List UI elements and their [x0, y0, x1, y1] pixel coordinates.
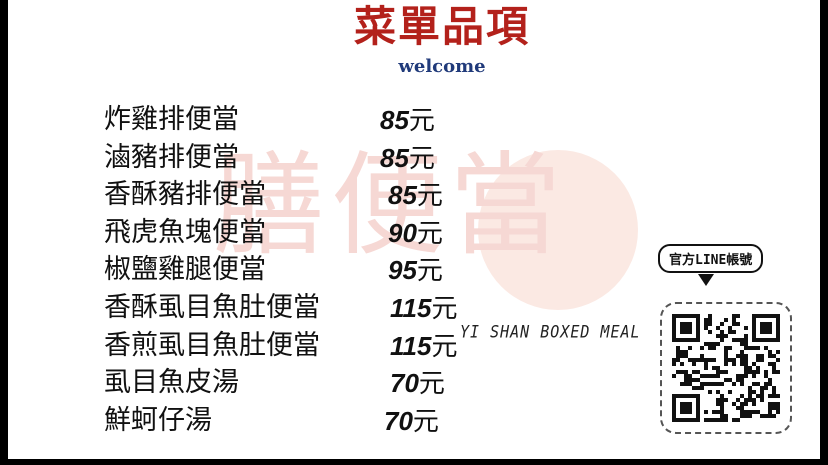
- menu-item-name: 滷豬排便當: [104, 141, 239, 173]
- menu-item-name: 虱目魚皮湯: [104, 367, 239, 399]
- price-value: 95: [388, 255, 417, 286]
- menu-item-price: 70元: [384, 403, 439, 440]
- menu-item-name: 鮮蚵仔湯: [104, 404, 212, 436]
- speech-bubble-tail: [698, 274, 714, 286]
- price-value: 85: [388, 180, 417, 211]
- watermark-english: YI SHAN BOXED MEAL: [460, 321, 641, 343]
- price-value: 115: [390, 292, 432, 323]
- menu-item-price: 115元: [390, 328, 457, 365]
- menu-item-name: 椒鹽雞腿便當: [104, 254, 266, 286]
- price-value: 70: [384, 405, 413, 436]
- menu-item-name: 香煎虱目魚肚便當: [104, 329, 320, 361]
- page-subtitle: welcome: [398, 56, 486, 77]
- menu-item-price: 85元: [380, 102, 435, 139]
- price-unit: 元: [418, 369, 445, 400]
- menu-item-name: 飛虎魚塊便當: [104, 216, 266, 248]
- price-unit: 元: [412, 406, 439, 437]
- menu-item-name: 香酥虱目魚肚便當: [104, 291, 320, 323]
- price-unit: 元: [408, 143, 435, 174]
- price-unit: 元: [416, 218, 443, 249]
- price-unit: 元: [416, 181, 443, 212]
- watermark-circle: [478, 150, 638, 310]
- price-value: 70: [390, 368, 419, 399]
- page-title: 菜單品項: [353, 2, 530, 51]
- menu-item-name: 香酥豬排便當: [104, 179, 266, 211]
- menu-item-price: 85元: [388, 177, 443, 214]
- price-value: 90: [388, 217, 417, 248]
- price-value: 85: [380, 142, 409, 173]
- price-unit: 元: [408, 106, 435, 136]
- menu-item-price: 70元: [390, 365, 445, 402]
- price-value: 85: [380, 105, 409, 135]
- line-qr-code[interactable]: [660, 302, 792, 434]
- qr-code-icon: [672, 314, 780, 422]
- line-account-label: 官方LINE帳號: [658, 244, 764, 273]
- price-value: 115: [390, 330, 432, 361]
- price-unit: 元: [431, 331, 458, 362]
- price-unit: 元: [431, 293, 458, 324]
- menu-item-price: 95元: [388, 252, 443, 289]
- menu-item-price: 115元: [390, 290, 457, 327]
- price-unit: 元: [416, 256, 443, 287]
- menu-item-name: 炸雞排便當: [104, 104, 239, 135]
- menu-board: 膳便當 YI SHAN BOXED MEAL 菜單品項 welcome 炸雞排便…: [8, 0, 820, 459]
- menu-item-price: 85元: [380, 140, 435, 177]
- menu-item-price: 90元: [388, 215, 443, 252]
- watermark-logo: 膳便當: [213, 141, 567, 271]
